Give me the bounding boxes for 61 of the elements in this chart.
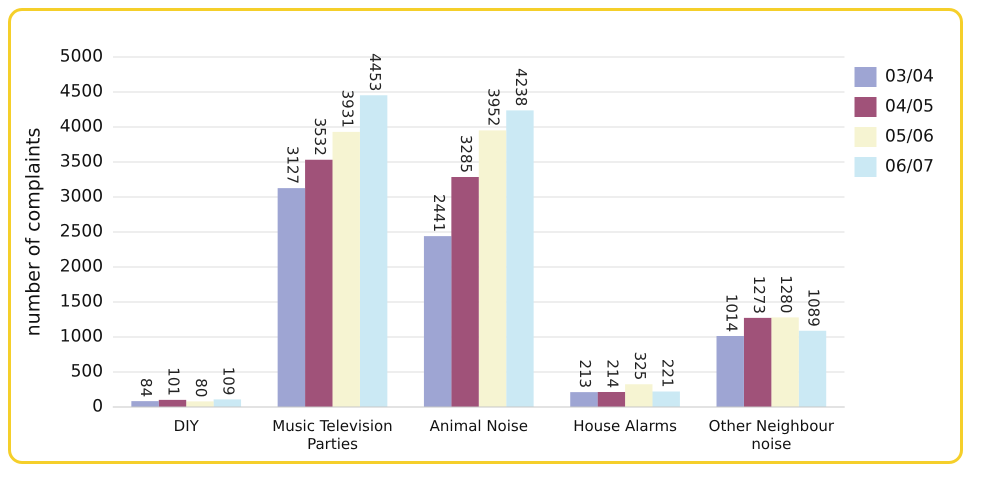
bar	[652, 392, 680, 406]
legend-label: 04/05	[885, 96, 934, 116]
data-label: 3931	[338, 90, 356, 128]
legend-label: 05/06	[885, 126, 934, 146]
bar	[360, 95, 388, 406]
bar	[478, 130, 506, 406]
data-label: 1089	[804, 288, 823, 327]
bar	[716, 336, 744, 406]
legend-label: 06/07	[885, 156, 934, 176]
y-tick-label: 3000	[60, 186, 104, 206]
legend-label: 03/04	[885, 66, 934, 86]
data-label: 2441	[430, 194, 448, 232]
bar	[625, 384, 653, 406]
data-label: 84	[137, 378, 156, 398]
y-tick-label: 5000	[60, 46, 104, 66]
x-tick-label: Other Neighbour noise	[708, 416, 835, 453]
bar	[771, 317, 799, 406]
y-tick-label: 1000	[60, 326, 104, 346]
bar	[598, 392, 626, 406]
data-label: 4238	[512, 68, 530, 106]
x-tick-label: Animal Noise	[430, 416, 528, 435]
x-tick-label: DIY	[174, 416, 200, 435]
bar	[798, 330, 826, 406]
y-tick-label: 1500	[60, 291, 104, 312]
bar	[214, 399, 242, 406]
data-label: 221	[658, 358, 676, 388]
bar	[451, 177, 479, 406]
y-tick-label: 2000	[60, 256, 104, 276]
bar	[506, 110, 534, 406]
data-label: 109	[219, 366, 238, 396]
bar	[158, 400, 186, 406]
x-tick-label: House Alarms	[573, 416, 678, 435]
bar	[744, 318, 772, 406]
y-axis-title: number of complaints	[22, 128, 44, 336]
data-label: 1014	[722, 294, 740, 332]
bar	[570, 392, 598, 406]
bar	[278, 188, 306, 406]
bar	[332, 132, 360, 406]
data-label: 213	[576, 359, 594, 388]
y-tick-label: 4000	[60, 116, 104, 136]
bar	[186, 401, 214, 406]
y-tick-label: 3500	[60, 151, 104, 172]
data-label: 3952	[484, 88, 503, 126]
data-label: 3285	[457, 134, 476, 174]
bar	[424, 236, 452, 406]
data-label: 3127	[283, 146, 302, 184]
bar	[131, 401, 159, 406]
y-tick-label: 0	[92, 396, 104, 416]
y-tick-label: 4500	[60, 81, 104, 102]
data-label: 325	[630, 352, 649, 380]
data-label: 4453	[366, 53, 384, 92]
x-tick-label: Music Television Parties	[272, 416, 393, 453]
bar	[305, 160, 332, 406]
data-label: 1280	[777, 275, 796, 314]
data-label: 214	[603, 359, 622, 388]
data-label: 80	[192, 378, 210, 398]
y-tick-label: 2500	[60, 221, 104, 242]
data-label: 101	[164, 367, 183, 396]
y-tick-label: 500	[70, 361, 104, 382]
data-label: 1273	[750, 276, 768, 314]
data-label: 3532	[310, 118, 329, 156]
